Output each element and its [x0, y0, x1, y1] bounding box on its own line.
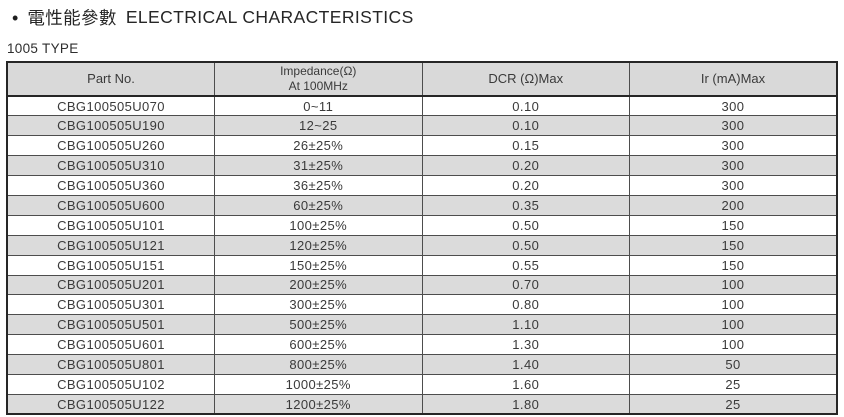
table-row: CBG100505U501 500±25% 1.10 100 — [6, 314, 838, 336]
dcr-cell: 0.50 — [421, 214, 630, 236]
impedance-cell: 0~11 — [214, 95, 423, 117]
part-no-cell: CBG100505U801 — [6, 354, 215, 375]
part-no-cell: CBG100505U310 — [6, 155, 215, 177]
part-no-cell: CBG100505U102 — [6, 373, 215, 395]
ir-cell: 25 — [629, 393, 838, 415]
part-no-cell: CBG100505U260 — [6, 135, 215, 157]
col-header-impedance-line2: At 100MHz — [288, 79, 348, 93]
ir-cell: 150 — [629, 254, 838, 276]
section-title: • 電性能參數 ELECTRICAL CHARACTERISTICS — [0, 0, 844, 30]
part-no-cell: CBG100505U151 — [6, 254, 215, 276]
table-row: CBG100505U190 12~25 0.10 300 — [6, 115, 838, 137]
dcr-cell: 1.60 — [421, 373, 630, 395]
dcr-cell: 1.80 — [421, 393, 630, 415]
impedance-cell: 26±25% — [214, 135, 423, 157]
ir-cell: 300 — [629, 95, 838, 117]
impedance-cell: 300±25% — [214, 294, 423, 316]
ir-cell: 200 — [629, 194, 838, 216]
dcr-cell: 0.55 — [421, 254, 630, 276]
table-row: CBG100505U360 36±25% 0.20 300 — [6, 175, 838, 196]
header-row: Part No. Impedance(Ω) At 100MHz DCR (Ω)M… — [6, 61, 838, 97]
table-row: CBG100505U151 150±25% 0.55 150 — [6, 254, 838, 276]
part-no-cell: CBG100505U360 — [6, 175, 215, 196]
table-header: Part No. Impedance(Ω) At 100MHz DCR (Ω)M… — [6, 61, 838, 97]
table-row: CBG100505U310 31±25% 0.20 300 — [6, 155, 838, 177]
impedance-cell: 1000±25% — [214, 373, 423, 395]
part-no-cell: CBG100505U201 — [6, 274, 215, 296]
dcr-cell: 0.10 — [421, 95, 630, 117]
impedance-cell: 12~25 — [214, 115, 423, 137]
table-row: CBG100505U201 200±25% 0.70 100 — [6, 274, 838, 296]
table-row: CBG100505U600 60±25% 0.35 200 — [6, 194, 838, 216]
part-no-cell: CBG100505U601 — [6, 334, 215, 356]
impedance-cell: 200±25% — [214, 274, 423, 296]
table-row: CBG100505U301 300±25% 0.80 100 — [6, 294, 838, 316]
impedance-cell: 120±25% — [214, 234, 423, 256]
bullet-icon: • — [12, 7, 19, 28]
part-no-cell: CBG100505U600 — [6, 194, 215, 216]
col-header-impedance-line1: Impedance(Ω) — [280, 64, 357, 78]
table-row: CBG100505U260 26±25% 0.15 300 — [6, 135, 838, 157]
part-no-cell: CBG100505U101 — [6, 214, 215, 236]
dcr-cell: 0.70 — [421, 274, 630, 296]
part-no-cell: CBG100505U501 — [6, 314, 215, 336]
dcr-cell: 0.35 — [421, 194, 630, 216]
dcr-cell: 0.80 — [421, 294, 630, 316]
impedance-cell: 31±25% — [214, 155, 423, 177]
ir-cell: 100 — [629, 314, 838, 336]
table-row: CBG100505U102 1000±25% 1.60 25 — [6, 373, 838, 395]
table-row: CBG100505U101 100±25% 0.50 150 — [6, 214, 838, 236]
ir-cell: 300 — [629, 135, 838, 157]
table-row: CBG100505U070 0~11 0.10 300 — [6, 95, 838, 117]
dcr-cell: 1.10 — [421, 314, 630, 336]
dcr-cell: 1.40 — [421, 354, 630, 375]
dcr-cell: 1.30 — [421, 334, 630, 356]
table-body: CBG100505U070 0~11 0.10 300 CBG100505U19… — [6, 95, 838, 415]
table-row: CBG100505U122 1200±25% 1.80 25 — [6, 393, 838, 415]
ir-cell: 150 — [629, 234, 838, 256]
section-title-en: ELECTRICAL CHARACTERISTICS — [125, 7, 414, 27]
dcr-cell: 0.20 — [421, 175, 630, 196]
table-row: CBG100505U601 600±25% 1.30 100 — [6, 334, 838, 356]
type-label: 1005 TYPE — [7, 41, 79, 56]
electrical-characteristics-table: Part No. Impedance(Ω) At 100MHz DCR (Ω)M… — [6, 61, 838, 416]
dcr-cell: 0.20 — [421, 155, 630, 177]
ir-cell: 150 — [629, 214, 838, 236]
part-no-cell: CBG100505U301 — [6, 294, 215, 316]
ir-cell: 25 — [629, 373, 838, 395]
impedance-cell: 100±25% — [214, 214, 423, 236]
ir-cell: 300 — [629, 115, 838, 137]
impedance-cell: 60±25% — [214, 194, 423, 216]
impedance-cell: 1200±25% — [214, 393, 423, 415]
ir-cell: 100 — [629, 274, 838, 296]
ir-cell: 50 — [629, 354, 838, 375]
part-no-cell: CBG100505U122 — [6, 393, 215, 415]
col-header-impedance: Impedance(Ω) At 100MHz — [214, 61, 423, 97]
section-title-zh: 電性能參數 — [27, 8, 117, 28]
part-no-cell: CBG100505U070 — [6, 95, 215, 117]
col-header-dcr: DCR (Ω)Max — [421, 61, 630, 97]
ir-cell: 100 — [629, 294, 838, 316]
table-row: CBG100505U121 120±25% 0.50 150 — [6, 234, 838, 256]
ir-cell: 300 — [629, 155, 838, 177]
ir-cell: 300 — [629, 175, 838, 196]
ir-cell: 100 — [629, 334, 838, 356]
impedance-cell: 36±25% — [214, 175, 423, 196]
impedance-cell: 600±25% — [214, 334, 423, 356]
dcr-cell: 0.10 — [421, 115, 630, 137]
dcr-cell: 0.15 — [421, 135, 630, 157]
col-header-part-no: Part No. — [6, 61, 215, 97]
impedance-cell: 500±25% — [214, 314, 423, 336]
impedance-cell: 150±25% — [214, 254, 423, 276]
col-header-ir: Ir (mA)Max — [629, 61, 838, 97]
dcr-cell: 0.50 — [421, 234, 630, 256]
impedance-cell: 800±25% — [214, 354, 423, 375]
table-row: CBG100505U801 800±25% 1.40 50 — [6, 354, 838, 375]
part-no-cell: CBG100505U121 — [6, 234, 215, 256]
part-no-cell: CBG100505U190 — [6, 115, 215, 137]
